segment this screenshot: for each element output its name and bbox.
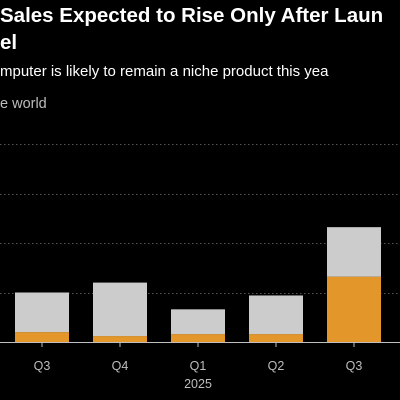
x-tick-label: Q3 xyxy=(34,359,51,373)
chart-subtitle: mputer is likely to remain a niche produ… xyxy=(0,63,329,80)
x-tick-label: Q2 xyxy=(268,359,285,373)
bar-segment-orange-q3-5 xyxy=(327,276,381,342)
bar-segment-gray-q1-3 xyxy=(171,309,225,335)
x-tick-label: Q3 xyxy=(346,359,363,373)
x-axis-labels: Q3 Q4 Q1 2025 Q2 Q3 xyxy=(34,342,363,391)
chart-title-line-2: el xyxy=(0,31,18,54)
bar-segment-gray-q3-1 xyxy=(15,292,69,333)
chart-title-line-1: Sales Expected to Rise Only After Laun xyxy=(0,4,384,27)
x-year-label: 2025 xyxy=(184,377,212,391)
bars xyxy=(15,227,381,342)
bar-segment-gray-q3-5 xyxy=(327,227,381,277)
x-tick-label: Q4 xyxy=(112,359,129,373)
bar-segment-orange-q4-2 xyxy=(93,336,147,342)
bar-segment-gray-q4-2 xyxy=(93,282,147,337)
bar-segment-orange-q1-3 xyxy=(171,334,225,342)
chart-title: Sales Expected to Rise Only After Laun e… xyxy=(0,2,400,56)
bar-segment-gray-q2-4 xyxy=(249,295,303,335)
bar-segment-orange-q2-4 xyxy=(249,334,303,342)
x-tick-label: Q1 xyxy=(190,359,207,373)
bar-segment-orange-q3-1 xyxy=(15,332,69,342)
chart-note: e world xyxy=(0,96,47,112)
